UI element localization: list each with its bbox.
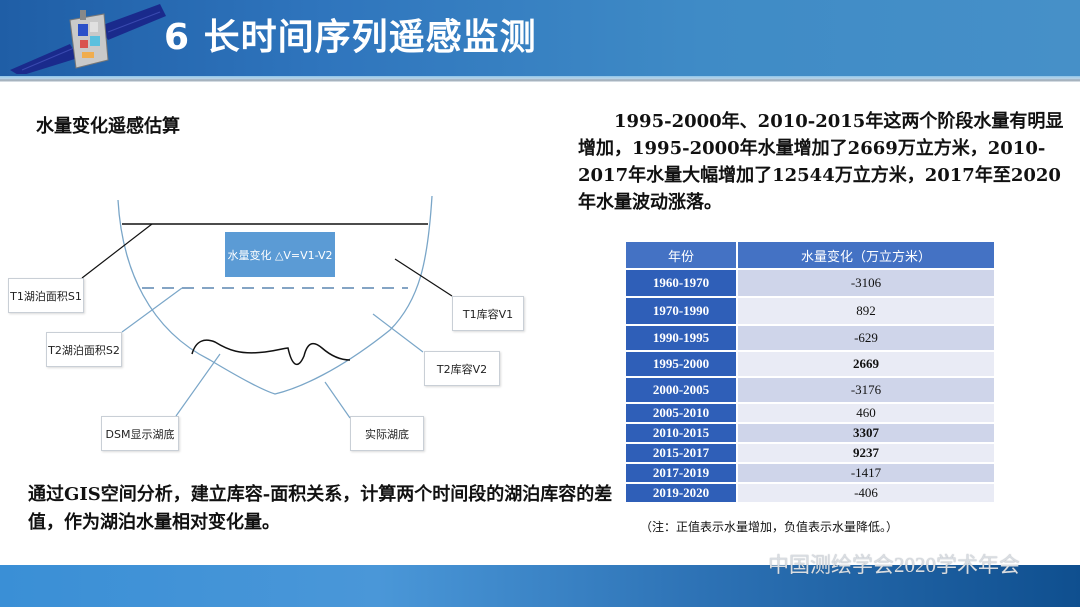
table-row: 2017-2019 -1417 (626, 464, 994, 482)
table-row: 2010-2015 3307 (626, 424, 994, 442)
period-cell: 1995-2000 (626, 352, 738, 376)
table-row: 2015-2017 9237 (626, 444, 994, 462)
summary-text: 1995-2000年、2010-2015年这两个阶段水量有明显增加，1995-2… (578, 111, 1064, 213)
volume-change-formula: 水量变化 △V=V1-V2 (225, 232, 335, 277)
lake-basin-drawing (81, 195, 453, 419)
table-row: 2005-2010 460 (626, 404, 994, 422)
label-t2-volume: T2库容V2 (424, 351, 500, 386)
table-row: 1995-2000 2669 (626, 352, 994, 376)
table-row: 1960-1970 -3106 (626, 270, 994, 296)
value-cell: -3106 (738, 270, 994, 296)
conference-brand: 中国测绘学会2020学术年会 (768, 553, 1020, 577)
footer-bar (0, 565, 1080, 607)
period-cell: 1960-1970 (626, 270, 738, 296)
period-cell: 2019-2020 (626, 484, 738, 502)
section-title: 水量变化遥感估算 (36, 116, 180, 137)
table-row: 1970-1990 892 (626, 298, 994, 324)
header-bar: 6 长时间序列遥感监测 (0, 0, 1080, 76)
label-dsm-bottom: DSM显示湖底 (101, 416, 179, 451)
value-cell: 460 (738, 404, 994, 422)
column-header-year: 年份 (626, 242, 738, 268)
period-cell: 1970-1990 (626, 298, 738, 324)
table-header-row: 年份 水量变化（万立方米） (626, 242, 994, 268)
label-t2-area: T2湖泊面积S2 (46, 332, 122, 367)
value-cell: -3176 (738, 378, 994, 402)
table-row: 1990-1995 -629 (626, 326, 994, 350)
column-header-change: 水量变化（万立方米） (738, 242, 994, 268)
value-cell: 9237 (738, 444, 994, 462)
header-divider (0, 76, 1080, 82)
period-cell: 2010-2015 (626, 424, 738, 442)
lake-volume-diagram: 水量变化 △V=V1-V2 T1湖泊面积S1 T2湖泊面积S2 T1库容V1 T… (0, 180, 560, 460)
period-cell: 2015-2017 (626, 444, 738, 462)
page-title: 6 长时间序列遥感监测 (164, 17, 537, 58)
value-cell: -406 (738, 484, 994, 502)
method-description: 通过GIS空间分析，建立库容-面积关系，计算两个时间段的湖泊库容的差值，作为湖泊… (28, 484, 613, 533)
value-cell: 3307 (738, 424, 994, 442)
table-note: （注：正值表示水量增加，负值表示水量降低。） (640, 520, 899, 534)
period-cell: 2005-2010 (626, 404, 738, 422)
value-cell: -1417 (738, 464, 994, 482)
label-t1-volume: T1库容V1 (452, 296, 524, 331)
table-row: 2000-2005 -3176 (626, 378, 994, 402)
value-cell: 2669 (738, 352, 994, 376)
label-t1-area: T1湖泊面积S1 (8, 278, 84, 313)
period-cell: 2017-2019 (626, 464, 738, 482)
period-cell: 1990-1995 (626, 326, 738, 350)
satellite-icon (10, 4, 166, 74)
value-cell: -629 (738, 326, 994, 350)
label-actual-bottom: 实际湖底 (350, 416, 424, 451)
period-cell: 2000-2005 (626, 378, 738, 402)
table-row: 2019-2020 -406 (626, 484, 994, 502)
water-change-table: 年份 水量变化（万立方米） 1960-1970 -3106 1970-1990 892… (626, 240, 994, 504)
value-cell: 892 (738, 298, 994, 324)
